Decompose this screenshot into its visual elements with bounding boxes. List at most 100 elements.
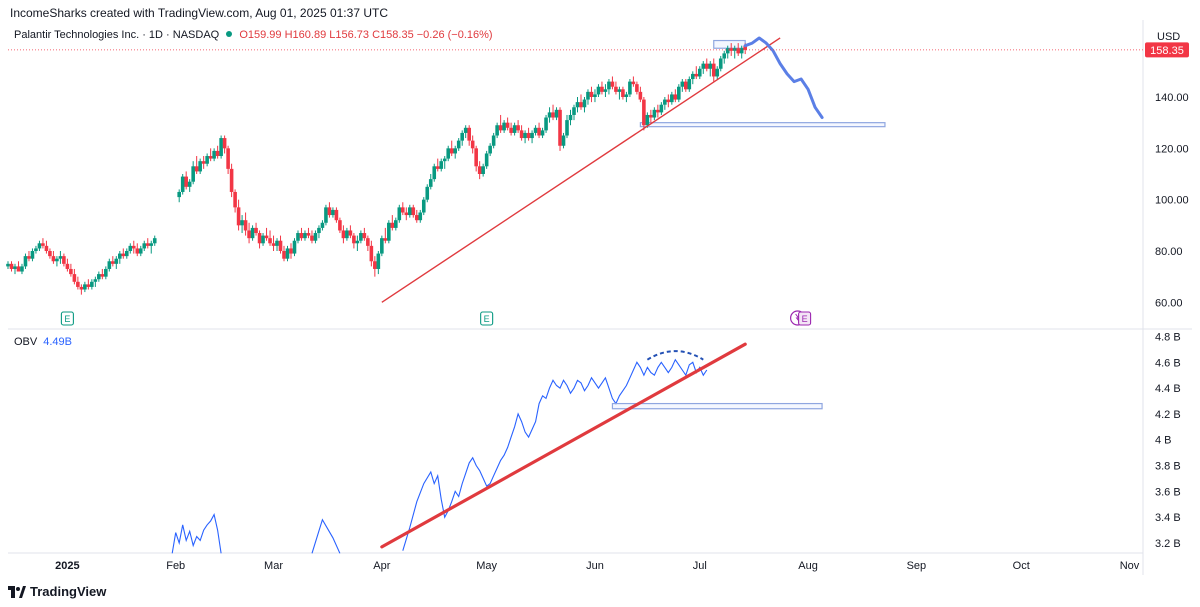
candle [9,261,14,272]
candle [694,66,699,80]
candle [83,281,87,293]
candle-body [355,240,360,244]
candle-body [687,79,692,90]
candle [474,145,478,172]
candle [236,199,241,231]
obv-tick-label: 3.8 B [1155,461,1181,473]
candle-body [104,268,108,277]
tradingview-logo[interactable]: TradingView [8,584,106,599]
candle [250,225,255,241]
candle [628,79,632,97]
candle-body [16,266,21,272]
candle-body [334,209,339,221]
candle-body [711,63,716,77]
candle [690,71,695,85]
candle [666,94,671,108]
candle-body [41,243,45,246]
tradingview-logo-text: TradingView [30,584,107,599]
candle-body [212,150,216,159]
candle-body [607,81,611,90]
candle-body [442,158,447,162]
candle [491,132,496,149]
candle [387,220,391,244]
candle [572,104,576,121]
candle [135,243,140,257]
candle [656,104,660,118]
candle [617,86,622,100]
candle [44,240,49,254]
tradingview-logo-icon [8,585,26,598]
candle-body [481,166,485,174]
candle-body [366,238,370,246]
candle-body [635,84,639,92]
obv-pane [171,342,823,554]
market-status-icon [226,31,233,37]
candle [701,61,706,74]
chart-credit: IncomeSharks created with TradingView.co… [10,6,388,20]
candle [446,145,451,162]
candle [369,240,374,267]
time-tick-label: Sep [907,560,927,572]
candle-body [554,109,559,118]
candle-body [463,127,468,133]
candle-body [198,161,202,172]
candle [547,107,552,123]
candle-body [90,281,94,287]
candle-body [484,153,489,167]
candle-body [44,245,49,251]
candle [624,91,629,103]
candle [289,243,293,259]
candle [86,279,91,290]
candle-body [254,227,258,234]
candle-body [72,274,77,282]
candle-body [540,130,545,136]
candle-body [401,207,405,213]
time-tick-label: Mar [264,560,283,572]
candle-body [348,230,353,236]
candle-body [690,73,695,80]
candle-body [292,240,297,254]
candle [596,84,601,97]
candle [180,174,185,195]
candle-body [373,261,377,269]
candle [187,179,192,192]
candle [226,145,230,174]
candle-body [659,104,664,113]
candle [649,109,653,123]
candle [516,120,520,133]
candle [722,50,727,64]
candle-body [313,233,318,241]
obv-zone-box [611,402,823,410]
candle [240,215,244,234]
candle-body [111,261,115,264]
candle-body [628,81,632,95]
candle-body [421,199,426,213]
candle-body [69,268,73,275]
candle-body [425,186,430,200]
candle-body [446,148,451,159]
last-price-tag: 158.35 [8,42,1189,58]
candle-body [596,86,601,95]
candle-body [62,256,66,264]
candle-body [131,245,136,249]
candle-body [474,148,478,167]
candle-body [229,168,234,192]
candle [254,222,258,236]
candle [264,227,269,241]
candle-body [23,256,28,267]
candle-body [600,86,604,92]
ohlc-change: −0.26 (−0.16%) [416,29,493,41]
candle [62,253,66,267]
candle [582,97,587,113]
candle [715,66,720,80]
candle [589,86,594,103]
candle-body [296,233,300,241]
candle [313,230,318,244]
candle-body [586,91,590,100]
candle-body [697,68,702,77]
candle [362,227,367,241]
candle-body [743,45,747,50]
candle-body [20,266,24,272]
